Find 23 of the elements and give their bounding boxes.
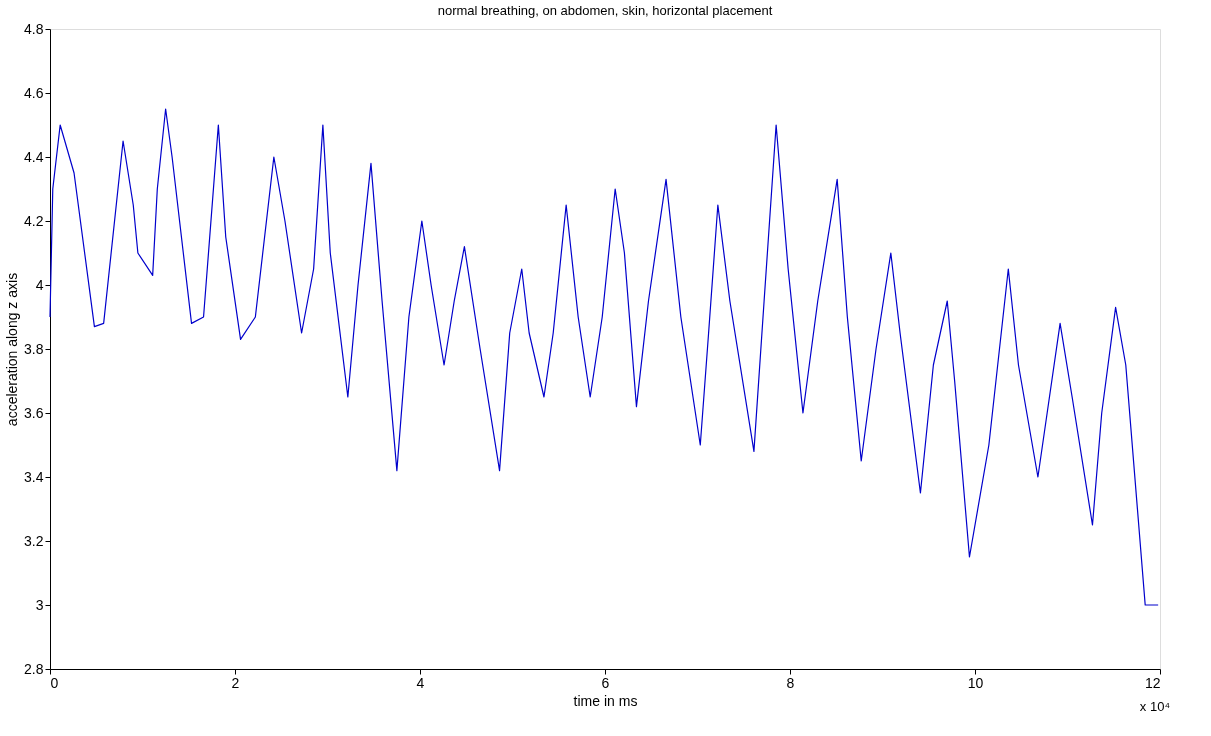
y-tick-label: 4.4	[24, 148, 44, 165]
y-axis-title: acceleration along z axis	[4, 272, 21, 427]
text: x 10⁴	[1139, 699, 1170, 714]
x-tick-label: 6	[601, 674, 610, 691]
y-tick-label: 3.4	[24, 468, 44, 485]
y-tick-label: 3.8	[24, 340, 44, 357]
y-tick-label: 2.8	[24, 660, 44, 677]
y-tick-label: 3.2	[24, 532, 44, 549]
y-tick-label: 4.6	[24, 84, 44, 101]
x-tick-label: 10	[967, 674, 984, 691]
x-tick-label: 0	[50, 674, 59, 691]
y-tick-label: 4	[35, 276, 44, 293]
x-tick-label: 8	[786, 674, 795, 691]
x-tick-label: 2	[231, 674, 240, 691]
y-tick-label: 3	[35, 596, 44, 613]
y-tick-label: 4.8	[24, 20, 44, 37]
line-series	[49, 108, 1159, 606]
chart-title: normal breathing, on abdomen, skin, horizontal placement	[437, 3, 773, 18]
x-axis-title: time in ms	[573, 692, 638, 709]
y-tick-label: 3.6	[24, 404, 44, 421]
x-tick-label: 4	[416, 674, 425, 691]
x-tick-label: 12	[1144, 674, 1161, 691]
y-tick-label: 4.2	[24, 212, 44, 229]
